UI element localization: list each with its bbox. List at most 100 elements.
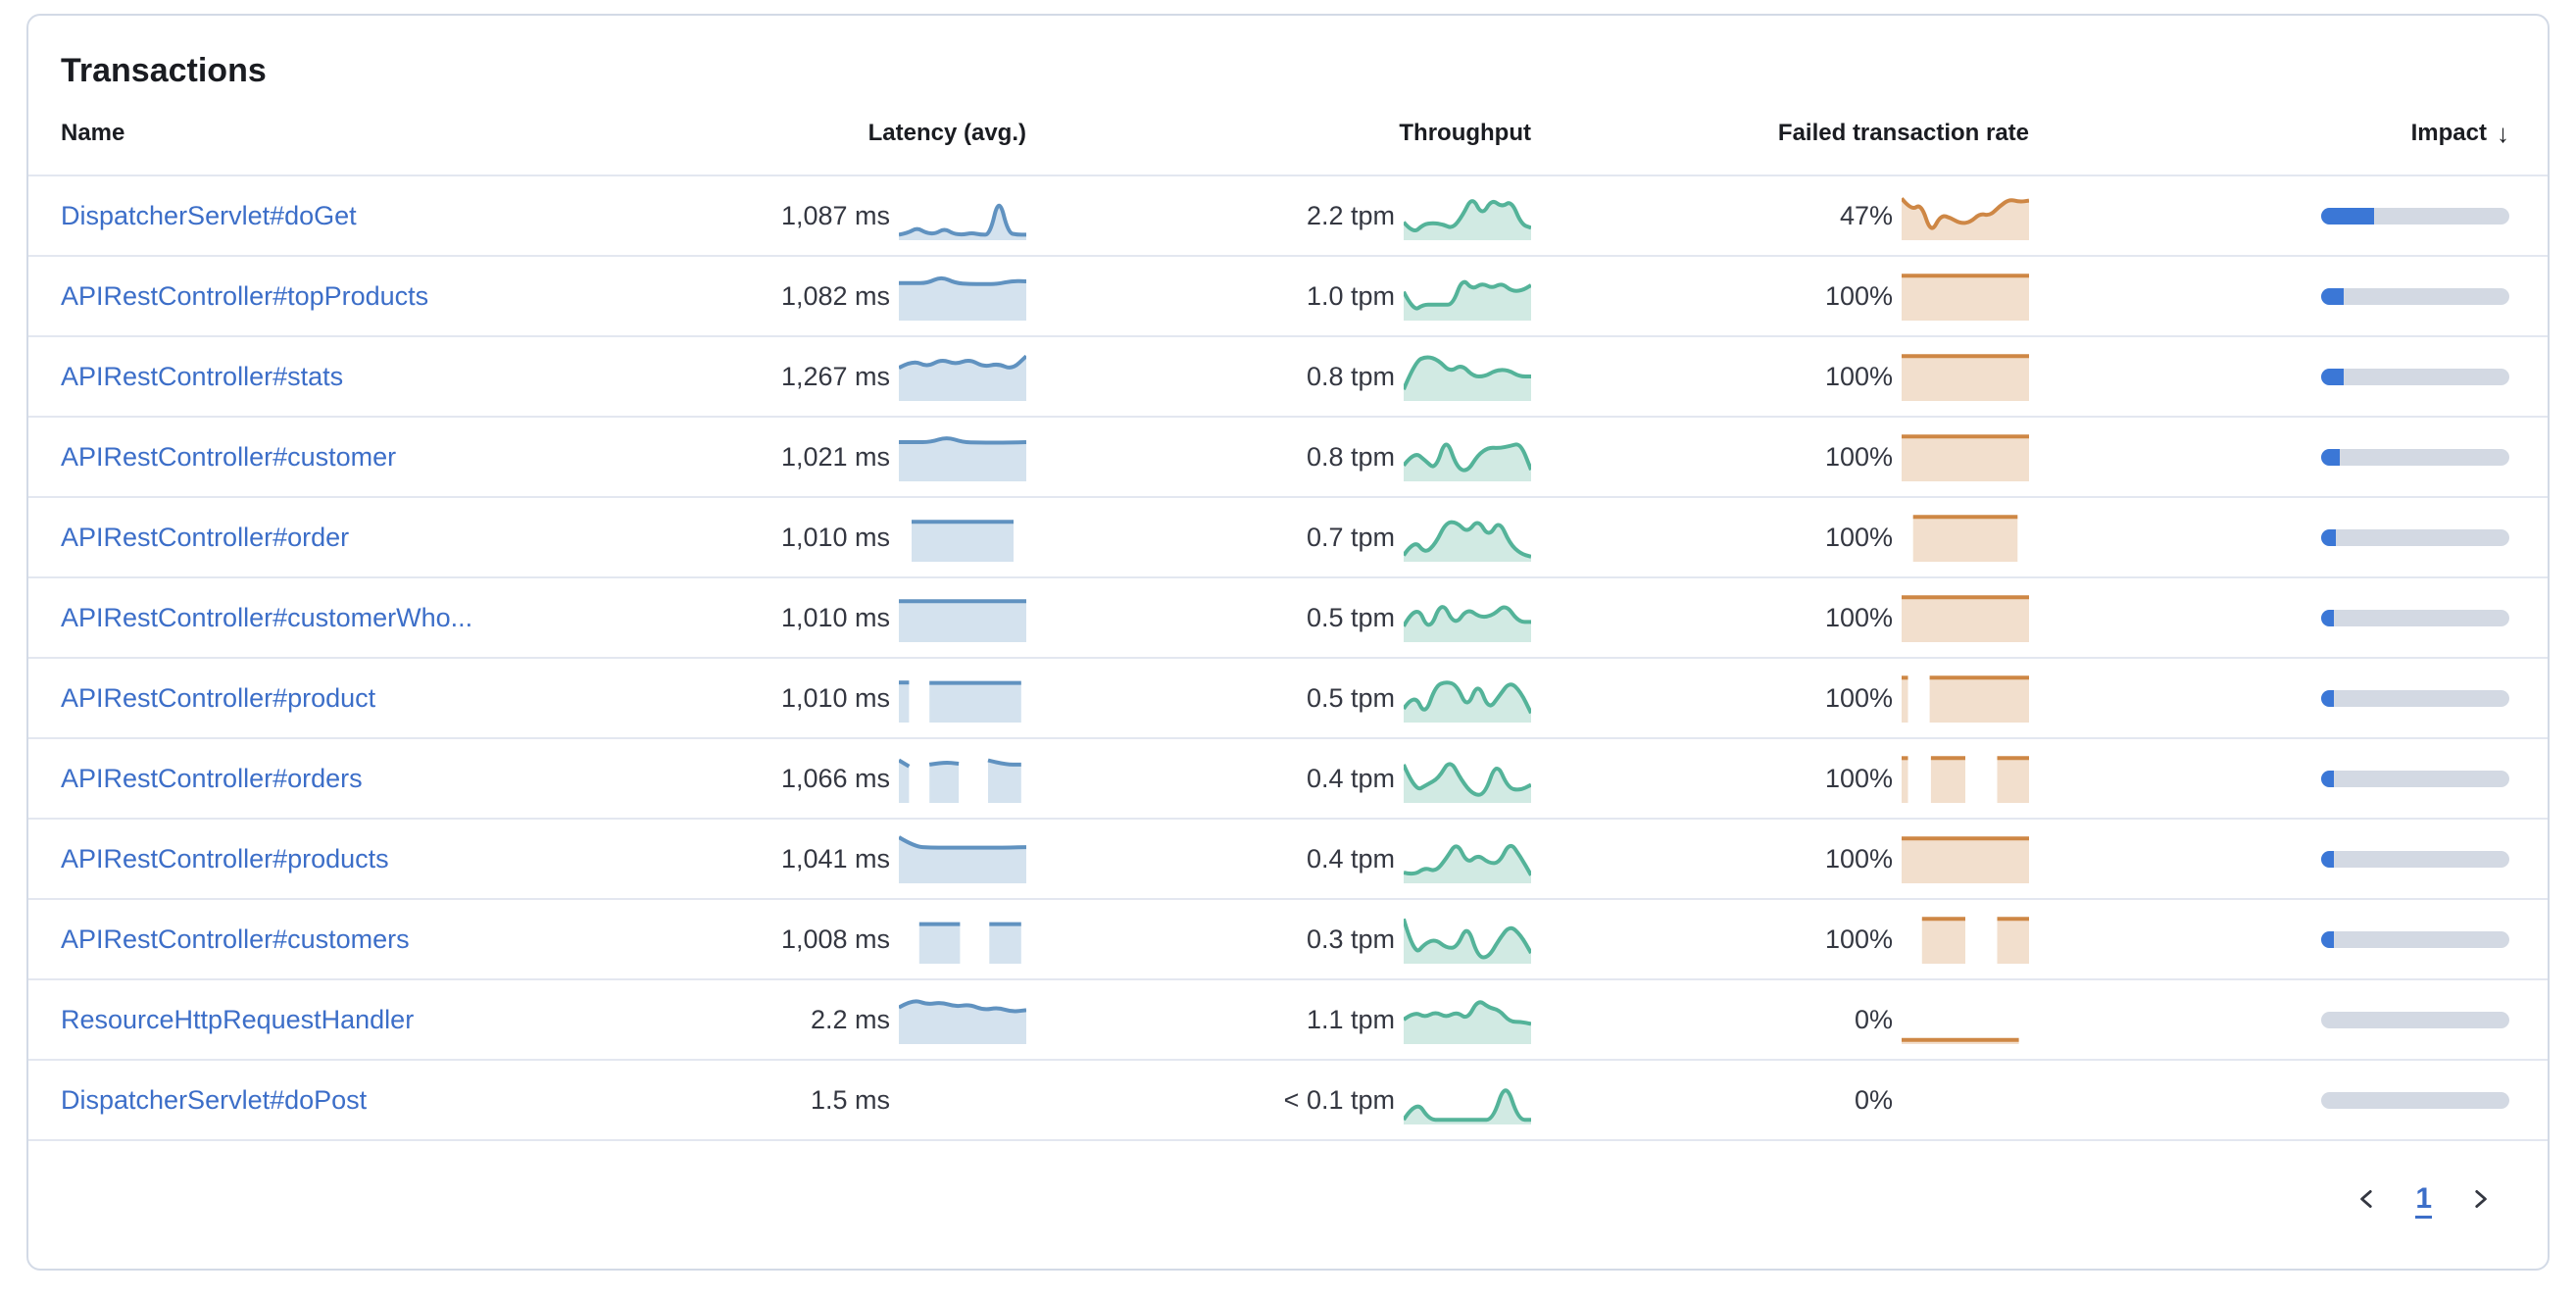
impact-bar-fill	[2321, 528, 2337, 546]
transactions-panel: Transactions Name Latency (avg.) Through…	[26, 14, 2550, 1271]
impact-bar	[2321, 689, 2509, 707]
throughput-value: 1.1 tpm	[1306, 1004, 1395, 1034]
page-number-1[interactable]: 1	[2415, 1182, 2432, 1219]
latency-value: 1,267 ms	[780, 361, 890, 391]
impact-bar	[2321, 930, 2509, 948]
table-row: APIRestController#topProducts 1,082 ms 1…	[28, 257, 2548, 337]
sort-arrow-down-icon: ↓	[2497, 118, 2509, 148]
latency-value: 1,087 ms	[780, 200, 890, 230]
transaction-link[interactable]: DispatcherServlet#doPost	[61, 1084, 368, 1115]
failed-rate-value: 100%	[1824, 843, 1893, 874]
failed-rate-sparkline	[1902, 354, 2029, 401]
latency-sparkline	[899, 275, 1026, 321]
table-row: APIRestController#customer 1,021 ms 0.8 …	[28, 418, 2548, 498]
table-row: APIRestController#customers 1,008 ms 0.3…	[28, 900, 2548, 980]
failed-rate-value: 100%	[1824, 602, 1893, 632]
throughput-value: 0.4 tpm	[1306, 763, 1395, 793]
latency-value: 1,021 ms	[780, 441, 890, 472]
throughput-value: 0.3 tpm	[1306, 924, 1395, 954]
failed-rate-sparkline	[1902, 675, 2029, 723]
table-header-row: Name Latency (avg.) Throughput Failed tr…	[28, 92, 2548, 176]
impact-bar-fill	[2321, 609, 2335, 626]
latency-sparkline	[899, 680, 1021, 723]
throughput-sparkline	[1404, 918, 1531, 964]
chevron-left-icon	[2354, 1186, 2380, 1215]
throughput-sparkline	[1404, 199, 1531, 240]
transaction-link[interactable]: APIRestController#topProducts	[61, 280, 429, 311]
chevron-right-icon	[2467, 1186, 2493, 1215]
throughput-sparkline	[1404, 442, 1531, 481]
throughput-value: 0.7 tpm	[1306, 522, 1395, 552]
impact-bar-fill	[2321, 448, 2341, 466]
transaction-link[interactable]: DispatcherServlet#doGet	[61, 200, 357, 230]
impact-bar	[2321, 528, 2509, 546]
impact-bar-fill	[2321, 689, 2334, 707]
throughput-value: < 0.1 tpm	[1283, 1084, 1395, 1115]
failed-rate-value: 100%	[1824, 763, 1893, 793]
throughput-value: 0.8 tpm	[1306, 361, 1395, 391]
latency-sparkline	[899, 758, 1021, 803]
throughput-sparkline	[1404, 279, 1531, 321]
pagination: 1	[28, 1182, 2548, 1219]
table-row: APIRestController#order 1,010 ms 0.7 tpm…	[28, 498, 2548, 578]
latency-value: 1,010 ms	[780, 682, 890, 713]
impact-bar	[2321, 287, 2509, 305]
transaction-link[interactable]: APIRestController#orders	[61, 763, 363, 793]
transaction-link[interactable]: APIRestController#order	[61, 522, 350, 552]
failed-rate-sparkline	[1902, 274, 2029, 321]
latency-value: 1,082 ms	[780, 280, 890, 311]
previous-page-button[interactable]	[2354, 1186, 2380, 1215]
failed-rate-value: 100%	[1824, 682, 1893, 713]
latency-sparkline	[918, 922, 1021, 964]
table-row: DispatcherServlet#doPost 1.5 ms < 0.1 tp…	[28, 1061, 2548, 1141]
impact-bar	[2321, 368, 2509, 385]
failed-rate-value: 100%	[1824, 280, 1893, 311]
latency-sparkline	[899, 599, 1026, 642]
throughput-sparkline	[1404, 680, 1531, 723]
latency-sparkline	[899, 835, 1026, 883]
transaction-link[interactable]: APIRestController#customers	[61, 924, 410, 954]
throughput-value: 0.4 tpm	[1306, 843, 1395, 874]
latency-sparkline	[899, 436, 1026, 481]
failed-rate-sparkline	[1921, 917, 2029, 964]
column-header-failed-rate[interactable]: Failed transaction rate	[1777, 120, 2029, 146]
transaction-link[interactable]: APIRestController#customerWho...	[61, 602, 473, 632]
latency-sparkline	[899, 354, 1026, 401]
transaction-link[interactable]: APIRestController#products	[61, 843, 389, 874]
column-header-throughput[interactable]: Throughput	[1399, 120, 1531, 146]
latency-value: 1.5 ms	[810, 1084, 890, 1115]
latency-value: 1,010 ms	[780, 522, 890, 552]
throughput-value: 0.5 tpm	[1306, 602, 1395, 632]
transaction-link[interactable]: APIRestController#customer	[61, 441, 397, 472]
transaction-link[interactable]: APIRestController#product	[61, 682, 376, 713]
column-header-latency[interactable]: Latency (avg.)	[867, 120, 1026, 146]
impact-bar	[2321, 850, 2509, 868]
throughput-sparkline	[1404, 762, 1531, 803]
table-row: DispatcherServlet#doGet 1,087 ms 2.2 tpm…	[28, 176, 2548, 257]
failed-rate-value: 100%	[1824, 924, 1893, 954]
throughput-value: 0.8 tpm	[1306, 441, 1395, 472]
failed-rate-sparkline	[1902, 434, 2029, 481]
throughput-value: 0.5 tpm	[1306, 682, 1395, 713]
impact-bar-fill	[2321, 287, 2345, 305]
failed-rate-sparkline	[1902, 1037, 2019, 1044]
failed-rate-sparkline	[1902, 197, 2029, 240]
latency-sparkline	[912, 520, 1014, 562]
failed-rate-value: 100%	[1824, 522, 1893, 552]
transaction-link[interactable]: ResourceHttpRequestHandler	[61, 1004, 415, 1034]
impact-bar-fill	[2321, 770, 2334, 787]
failed-rate-sparkline	[1912, 515, 2018, 562]
impact-bar	[2321, 1011, 2509, 1028]
impact-bar	[2321, 448, 2509, 466]
throughput-sparkline	[1404, 520, 1531, 562]
table-row: APIRestController#customerWho... 1,010 m…	[28, 578, 2548, 659]
next-page-button[interactable]	[2467, 1186, 2493, 1215]
failed-rate-value: 0%	[1854, 1004, 1893, 1034]
failed-rate-value: 100%	[1824, 361, 1893, 391]
failed-rate-sparkline	[1902, 756, 2029, 803]
column-header-impact[interactable]: Impact ↓	[2321, 119, 2509, 149]
impact-bar	[2321, 770, 2509, 787]
impact-bar	[2321, 609, 2509, 626]
latency-value: 2.2 ms	[810, 1004, 890, 1034]
transaction-link[interactable]: APIRestController#stats	[61, 361, 344, 391]
